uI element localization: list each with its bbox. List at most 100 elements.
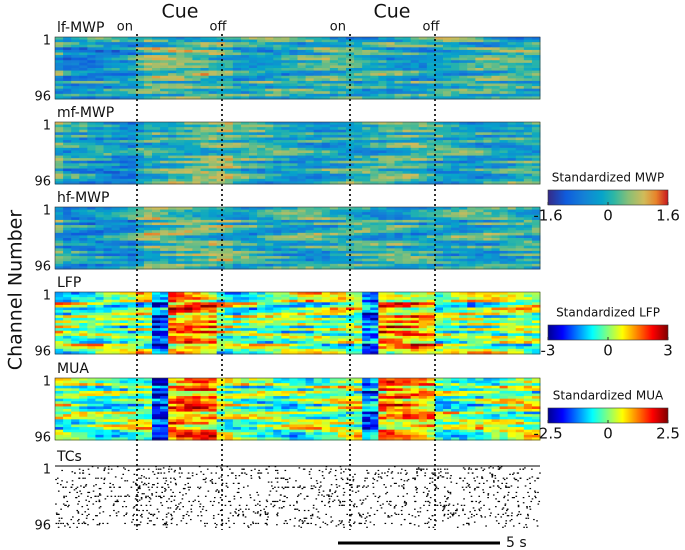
heatmap-cell [111,171,121,175]
heatmap-cell [418,307,428,311]
heatmap-cell [216,42,226,46]
heatmap-cell [216,243,226,247]
heatmap-cell [119,320,129,324]
heatmap-cell [426,62,436,66]
heatmap-cell [281,258,290,262]
heatmap-cell [354,256,363,260]
heatmap-cell [87,240,96,244]
heatmap-cell [329,147,339,151]
heatmap-cell [370,60,379,64]
heatmap-cell [289,93,298,97]
heatmap-cell [240,307,250,311]
heatmap-cell [378,317,387,321]
heatmap-cell [475,243,484,247]
heatmap-cell [111,129,121,133]
heatmap-cell [491,292,501,296]
heatmap-cell [467,96,476,100]
heatmap-cell [127,232,137,236]
heatmap-cell [370,37,379,41]
heatmap-cell [249,163,258,167]
heatmap-cell [208,307,218,311]
heatmap-cell [200,209,210,213]
heatmap-cell [95,134,104,138]
heatmap-cell [240,153,250,157]
heatmap-cell [467,232,476,236]
heatmap-cell [297,165,307,169]
heatmap-cell [515,158,525,162]
heatmap-cell [354,207,363,211]
heatmap-cell [443,129,452,133]
heatmap-cell [523,155,533,159]
heatmap-cell [55,145,64,149]
heatmap-cell [337,230,347,234]
heatmap-cell [216,65,226,69]
heatmap-cell [95,147,104,151]
heatmap-cell [394,127,404,131]
heatmap-cell [55,158,64,162]
heatmap-cell [257,292,266,296]
heatmap-cell [297,83,307,87]
heatmap-cell [224,147,234,151]
heatmap-cell [313,207,323,211]
heatmap-cell [410,62,420,66]
heatmap-cell [168,142,177,146]
heatmap-cell [337,145,347,149]
heatmap-cell [135,299,145,303]
heatmap-cell [160,65,169,69]
heatmap-cell [297,124,307,128]
heatmap-cell [200,127,210,131]
heatmap-cell [265,245,274,249]
heatmap-cell [184,302,193,306]
heatmap-cell [483,217,492,221]
heatmap-cell [208,47,218,51]
heatmap-cell [265,181,274,185]
heatmap-cell [434,317,444,321]
heatmap-cell [176,238,185,242]
heatmap-cell [111,142,121,146]
heatmap-cell [321,173,331,177]
heatmap-cell [499,73,509,77]
heatmap-cell [87,88,96,92]
heatmap-cell [249,147,258,151]
heatmap-cell [240,266,250,270]
heatmap-cell [418,312,428,316]
heatmap-cell [434,122,444,126]
heatmap-cell [531,207,541,211]
heatmap-cell [443,122,452,126]
heatmap-cell [240,217,250,221]
heatmap-cell [499,176,509,180]
heatmap-cell [224,307,234,311]
heatmap-cell [491,312,501,316]
heatmap-cell [265,168,274,172]
heatmap-cell [321,217,331,221]
heatmap-cell [192,158,201,162]
heatmap-cell [337,129,347,133]
heatmap-cell [305,142,315,146]
heatmap-cell [370,310,379,314]
heatmap-cell [499,256,509,260]
heatmap-cell [119,96,129,100]
heatmap-cell [491,294,501,298]
heatmap-cell [507,317,517,321]
heatmap-cell [63,140,72,144]
heatmap-cell [135,57,145,61]
heatmap-cell [402,80,412,84]
heatmap-cell [273,312,282,316]
heatmap-cell [434,55,444,59]
heatmap-cell [184,37,193,41]
heatmap-cell [176,209,185,213]
heatmap-cell [63,235,72,239]
heatmap-cell [426,132,436,136]
heatmap-cell [475,65,484,69]
heatmap-cell [362,227,371,231]
heatmap-cell [402,294,412,298]
heatmap-cell [467,153,476,157]
heatmap-cell [119,86,129,90]
heatmap-cell [313,219,323,223]
heatmap-cell [337,86,347,90]
heatmap-cell [135,75,145,79]
heatmap-cell [192,140,201,144]
heatmap-cell [257,142,266,146]
heatmap-cell [289,68,298,72]
heatmap-cell [459,129,468,133]
